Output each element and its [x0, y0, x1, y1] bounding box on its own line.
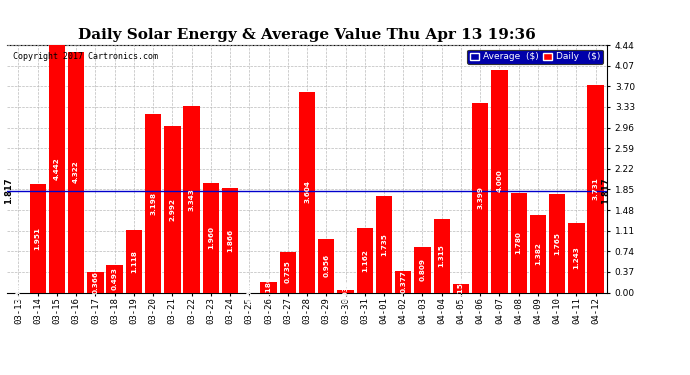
Text: 0.956: 0.956: [324, 254, 329, 278]
Text: 3.731: 3.731: [593, 177, 599, 200]
Bar: [414, 248, 431, 292]
Text: 3.343: 3.343: [188, 188, 195, 211]
Text: 3.198: 3.198: [150, 192, 156, 215]
Text: 3.604: 3.604: [304, 181, 310, 204]
Bar: [164, 126, 181, 292]
Text: 2.992: 2.992: [169, 198, 175, 220]
Text: 0.186: 0.186: [266, 276, 272, 299]
Text: 0.038: 0.038: [342, 280, 348, 303]
Text: 4.322: 4.322: [73, 160, 79, 183]
Text: 0.377: 0.377: [400, 271, 406, 293]
Text: 1.382: 1.382: [535, 243, 541, 266]
Bar: [68, 52, 84, 292]
Bar: [511, 193, 527, 292]
Bar: [491, 69, 508, 292]
Text: 1.951: 1.951: [34, 226, 41, 250]
Bar: [530, 216, 546, 292]
Text: 1.817: 1.817: [4, 178, 13, 204]
Bar: [453, 284, 469, 292]
Text: 1.735: 1.735: [381, 233, 387, 256]
Title: Daily Solar Energy & Average Value Thu Apr 13 19:36: Daily Solar Energy & Average Value Thu A…: [78, 28, 536, 42]
Bar: [433, 219, 450, 292]
Bar: [376, 196, 392, 292]
Text: 1.866: 1.866: [227, 229, 233, 252]
Bar: [203, 183, 219, 292]
Bar: [318, 239, 335, 292]
Text: 1.315: 1.315: [439, 244, 445, 267]
Text: 1.765: 1.765: [554, 232, 560, 255]
Text: 1.118: 1.118: [131, 250, 137, 273]
Bar: [549, 194, 565, 292]
Text: 0.366: 0.366: [92, 271, 99, 294]
Bar: [222, 189, 238, 292]
Bar: [587, 84, 604, 292]
Text: 0.156: 0.156: [458, 277, 464, 300]
Text: 3.399: 3.399: [477, 186, 483, 209]
Text: 0.809: 0.809: [420, 258, 426, 282]
Text: 0.000: 0.000: [15, 280, 21, 303]
Text: 1.780: 1.780: [515, 231, 522, 254]
Text: 1.817: 1.817: [601, 178, 610, 204]
Legend: Average  ($), Daily   ($): Average ($), Daily ($): [467, 50, 602, 64]
Text: 4.442: 4.442: [54, 158, 60, 180]
Text: Copyright 2017 Cartronics.com: Copyright 2017 Cartronics.com: [13, 53, 158, 62]
Bar: [279, 252, 296, 292]
Bar: [569, 223, 584, 292]
Text: 0.735: 0.735: [285, 261, 290, 284]
Bar: [395, 272, 411, 292]
Bar: [106, 265, 123, 292]
Bar: [472, 103, 489, 292]
Bar: [87, 272, 104, 292]
Text: 0.493: 0.493: [112, 267, 118, 290]
Bar: [126, 230, 142, 292]
Text: 1.960: 1.960: [208, 226, 214, 249]
Bar: [299, 92, 315, 292]
Bar: [337, 290, 354, 292]
Bar: [30, 184, 46, 292]
Text: 1.243: 1.243: [573, 246, 580, 269]
Bar: [184, 106, 200, 292]
Bar: [145, 114, 161, 292]
Bar: [357, 228, 373, 292]
Text: 4.000: 4.000: [496, 170, 502, 192]
Bar: [260, 282, 277, 292]
Text: 1.162: 1.162: [362, 249, 368, 272]
Bar: [49, 45, 65, 292]
Text: 0.000: 0.000: [246, 280, 253, 303]
